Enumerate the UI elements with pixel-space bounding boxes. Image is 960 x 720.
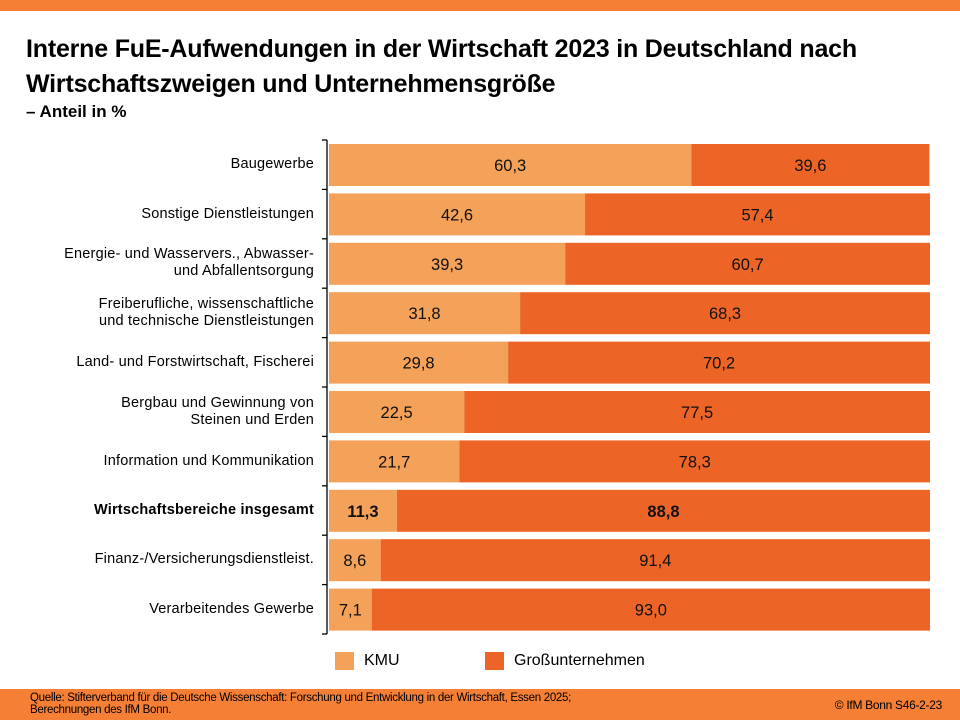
bar-kmu [329,391,465,433]
category-label-line: Freiberufliche, wissenschaftliche [98,295,314,312]
category-label-line: und technische Dienstleistungen [99,312,314,329]
category-label: Bergbau und Gewinnung von Steinen und Erd… [4,389,314,434]
category-label: Energie- und Wasservers., Abwasser-und A… [4,241,314,286]
category-label-text: Verarbeitendes Gewerbe [149,601,314,618]
category-label-line: und Abfallentsorgung [173,263,314,280]
footer-bar: Quelle: Stifterverband für die Deutsche … [0,689,960,720]
chart-subtitle: – Anteil in % [26,102,127,121]
data-label-grossunternehmen: 60,7 [732,256,764,274]
data-label-kmu: 39,3 [431,256,463,274]
bar-grossunternehmen [585,193,930,236]
bar-grossunternehmen [508,341,930,384]
data-label-kmu: 7,1 [339,602,362,620]
category-label-text: Finanz-/Versicherungsdienstleist. [95,551,314,568]
data-label-kmu: 11,3 [347,503,378,521]
top-accent-band [0,0,960,11]
category-label-line: Sonstige Dienstleistungen [141,205,314,222]
category-label-line: Verarbeitendes Gewerbe [149,600,314,617]
bar-grossunternehmen [464,391,930,433]
bar-kmu [329,588,372,631]
category-label-line: Baugewerbe [230,156,314,173]
data-label-grossunternehmen: 93,0 [635,602,667,620]
category-label-text: Baugewerbe [231,156,314,173]
data-label-grossunternehmen: 70,2 [703,355,735,373]
bar-grossunternehmen [520,292,930,335]
category-label-line: Bergbau und Gewinnung von [121,394,314,411]
bar-kmu [329,539,381,582]
category-label-line: Energie- und Wasservers., Abwasser- [64,246,314,263]
bar-kmu [329,292,521,335]
bar-kmu [329,144,692,186]
source-line-1: Quelle: Stifterverband für die Deutsche … [30,692,572,704]
bar-kmu [329,489,397,532]
category-label: Freiberufliche, wissenschaftliche und tec… [4,290,314,335]
category-label-line: Information und Kommunikation [103,452,314,469]
data-label-grossunternehmen: 57,4 [741,206,773,224]
source-line-2: Berechnungen des IfM Bonn. [30,704,172,716]
legend-label-gross: Großunternehmen [514,652,645,669]
category-label-text: Bergbau und Gewinnung von Steinen und Erd… [121,395,314,429]
legend-swatch-gross [485,652,504,670]
bar-grossunternehmen [396,489,931,532]
category-label-text: Information und Kommunikation [103,453,314,470]
category-label-text: Land- und Forstwirtschaft, Fischerei [76,354,314,371]
category-label-line: Land- und Forstwirtschaft, Fischerei [76,353,314,370]
bar-grossunternehmen [380,539,930,582]
category-label: Sonstige Dienstleistungen [4,191,314,236]
legend-swatch-kmu [335,652,354,670]
legend-item-gross: Großunternehmen [485,652,645,670]
category-label: Baugewerbe [4,142,314,187]
data-label-grossunternehmen: 39,6 [794,157,826,175]
category-label-line: Wirtschaftsbereiche insgesamt [93,501,314,518]
legend-item-kmu: KMU [335,652,400,670]
data-label-grossunternehmen: 88,8 [647,503,679,521]
source-note: Quelle: Stifterverband für die Deutsche … [30,692,571,716]
data-label-grossunternehmen: 68,3 [709,305,741,323]
data-label-grossunternehmen: 78,3 [679,453,711,471]
bar-kmu [329,341,509,384]
category-label-text: Sonstige Dienstleistungen [141,206,314,223]
data-label-kmu: 60,3 [494,157,526,175]
bar-kmu [329,440,460,483]
bar-grossunternehmen [371,588,930,631]
category-label-line: Finanz-/Versicherungsdienstleist. [94,551,314,568]
data-label-grossunternehmen: 91,4 [639,552,671,570]
bar-grossunternehmen [691,144,930,186]
data-label-kmu: 21,7 [378,453,410,471]
category-label-text: Freiberufliche, wissenschaftliche und tec… [99,296,314,330]
bar-grossunternehmen [459,440,930,483]
data-label-kmu: 29,8 [402,355,434,373]
data-label-grossunternehmen: 77,5 [681,404,713,422]
data-label-kmu: 22,5 [381,404,413,422]
category-label: Information und Kommunikation [4,438,314,483]
category-label-line: Steinen und Erden [190,411,314,428]
data-label-kmu: 8,6 [343,552,366,570]
category-label: Wirtschaftsbereiche insgesamt [4,488,314,533]
chart-title: Interne FuE-Aufwendungen in der Wirtscha… [26,35,857,98]
category-label: Verarbeitendes Gewerbe [4,587,314,632]
copyright-credit: © IfM Bonn S46-2-23 [834,698,943,712]
bar-kmu [329,193,586,236]
data-label-kmu: 31,8 [408,305,440,323]
bar-kmu [329,242,566,285]
bar-grossunternehmen [565,242,930,285]
category-label-text: Wirtschaftsbereiche insgesamt [94,502,314,519]
category-label: Land- und Forstwirtschaft, Fischerei [4,340,314,385]
category-label: Finanz-/Versicherungsdienstleist. [4,537,314,582]
category-label-text: Energie- und Wasservers., Abwasser-und A… [64,246,314,280]
data-label-kmu: 42,6 [441,206,473,224]
legend-label-kmu: KMU [364,652,400,669]
